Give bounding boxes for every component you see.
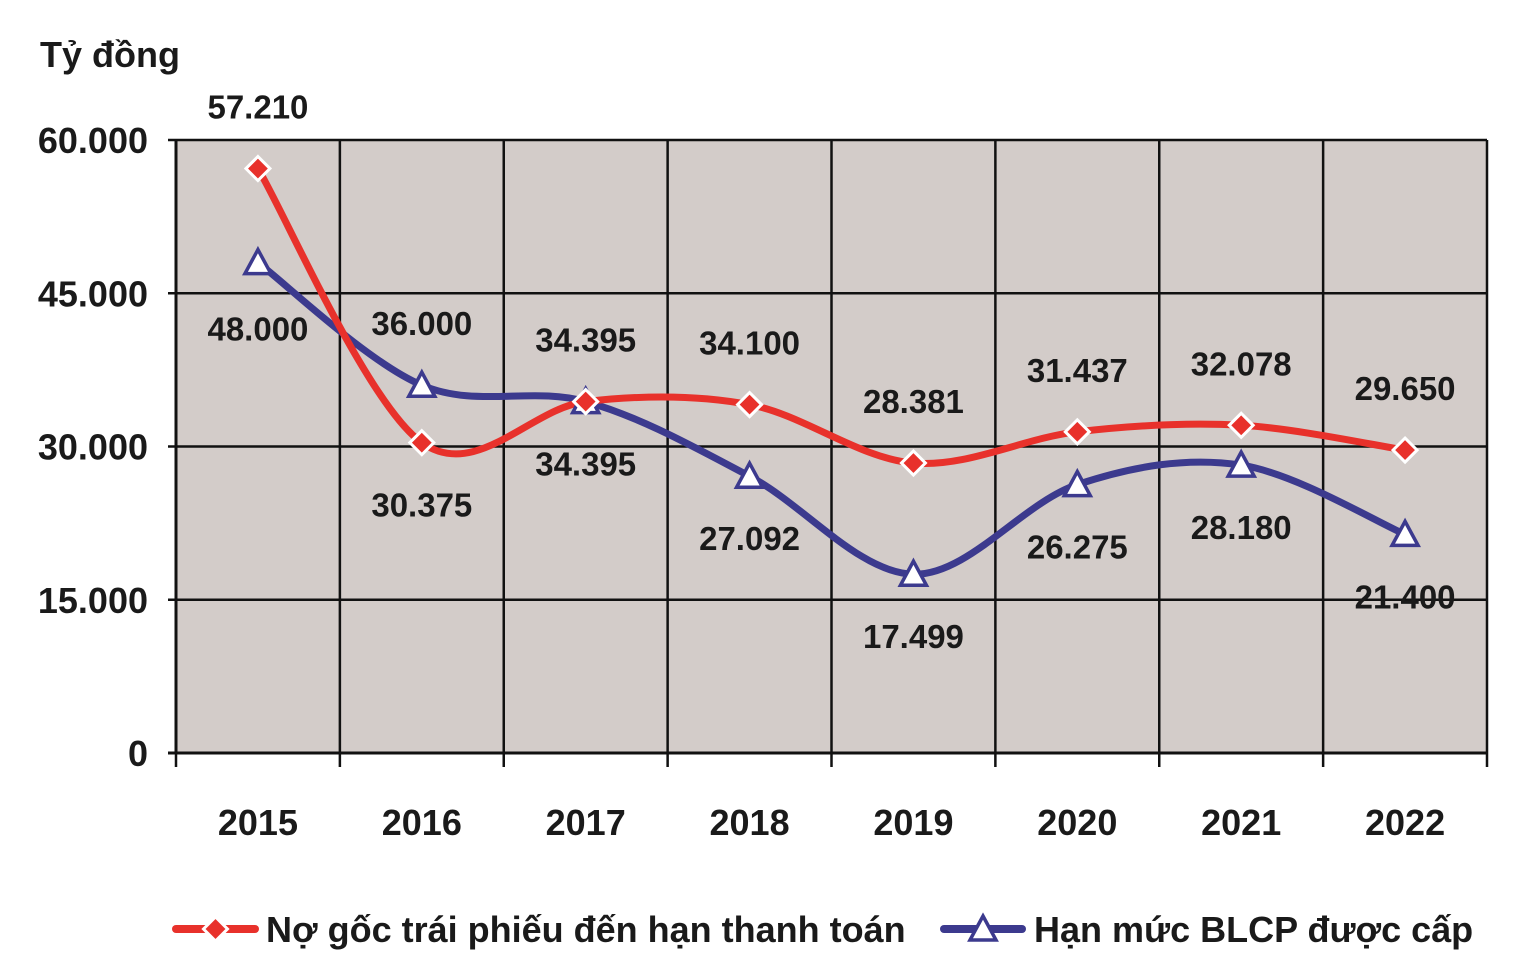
- data-point-triangle: [1225, 448, 1258, 478]
- data-point-diamond: [1390, 435, 1420, 465]
- data-point-diamond: [1227, 411, 1256, 440]
- data-label: 17.499: [863, 618, 964, 655]
- data-label: 27.092: [699, 520, 800, 557]
- data-point-triangle: [1061, 467, 1094, 498]
- y-tick-label: 15.000: [38, 580, 148, 621]
- legend: Nợ gốc trái phiếu đến hạn thanh toán Hạn …: [172, 909, 1473, 950]
- data-label: 29.650: [1355, 370, 1456, 407]
- data-point-triangle: [1389, 517, 1421, 548]
- data-labels: 57.210 30.375 34.395 34.100 28.381 31.437 32.0…: [207, 89, 1455, 656]
- x-tick-label: 2021: [1201, 802, 1281, 843]
- series-layer: [242, 154, 1421, 588]
- data-point-triangle: [733, 459, 766, 490]
- x-tick-label: 2015: [218, 802, 298, 843]
- x-tick-label: 2017: [546, 802, 626, 843]
- data-label: 34.395: [535, 322, 636, 359]
- data-point-diamond: [899, 448, 928, 478]
- plot-area: 0 15.000 30.000 45.000 60.000 2015 2016 2017 201…: [38, 120, 1489, 843]
- data-label: 30.375: [371, 487, 472, 524]
- data-label: 48.000: [207, 311, 308, 348]
- y-axis-unit-label: Tỷ đồng: [40, 34, 180, 75]
- y-tick-label: 60.000: [38, 120, 148, 161]
- y-tick-label: 0: [128, 733, 148, 774]
- legend-triangle-marker: [967, 912, 999, 942]
- data-label: 34.100: [699, 325, 800, 362]
- legend-diamond-marker: [201, 914, 230, 944]
- data-point-diamond: [243, 154, 273, 183]
- x-tick-label: 2016: [382, 802, 462, 843]
- x-tick-label: 2018: [710, 802, 790, 843]
- data-label: 21.400: [1355, 578, 1456, 615]
- data-label: 26.275: [1027, 529, 1128, 566]
- data-point-triangle: [242, 245, 274, 276]
- series-line-han-muc: [254, 259, 1409, 578]
- y-tick-label: 30.000: [38, 427, 148, 468]
- data-label: 32.078: [1191, 345, 1292, 382]
- data-label: 34.395: [535, 446, 636, 483]
- y-tick-label: 45.000: [38, 273, 148, 314]
- data-point-diamond: [571, 387, 600, 416]
- data-label: 31.437: [1027, 352, 1128, 389]
- data-point-triangle: [897, 557, 930, 588]
- x-tick-label: 2020: [1037, 802, 1117, 843]
- x-tick-label: 2022: [1365, 802, 1445, 843]
- data-label: 57.210: [207, 89, 308, 126]
- data-label: 28.180: [1191, 509, 1292, 546]
- legend-label: Nợ gốc trái phiếu đến hạn thanh toán: [266, 909, 906, 950]
- data-point-diamond: [735, 390, 764, 419]
- data-point-diamond: [1063, 417, 1092, 446]
- legend-label: Hạn mức BLCP được cấp: [1034, 909, 1473, 950]
- data-label: 28.381: [863, 383, 964, 420]
- data-point-triangle: [405, 368, 438, 398]
- data-point-diamond: [407, 428, 436, 457]
- x-tick-label: 2019: [873, 802, 953, 843]
- data-label: 36.000: [371, 305, 472, 342]
